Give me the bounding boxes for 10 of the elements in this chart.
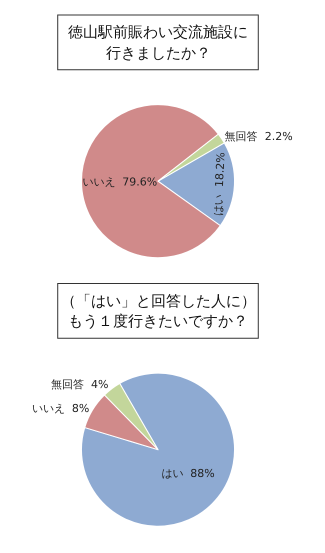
slice-label: いいえ 79.6% <box>82 175 158 188</box>
chart-title: 徳山駅前賑わい交流施設に <box>68 23 248 41</box>
chart-subtitle: 行きましたか？ <box>106 44 211 62</box>
chart-subtitle: もう１度行きたいですか？ <box>68 312 248 330</box>
slice-label: はい 18.2% <box>211 152 228 216</box>
slice-label: 無回答 2.2% <box>224 130 293 143</box>
chart-title: （「はい」と回答した人に） <box>61 292 256 310</box>
slice-label: はい 88% <box>161 466 215 480</box>
slice-label: 無回答 4% <box>51 378 108 392</box>
slice-label: いいえ 8% <box>32 402 90 415</box>
